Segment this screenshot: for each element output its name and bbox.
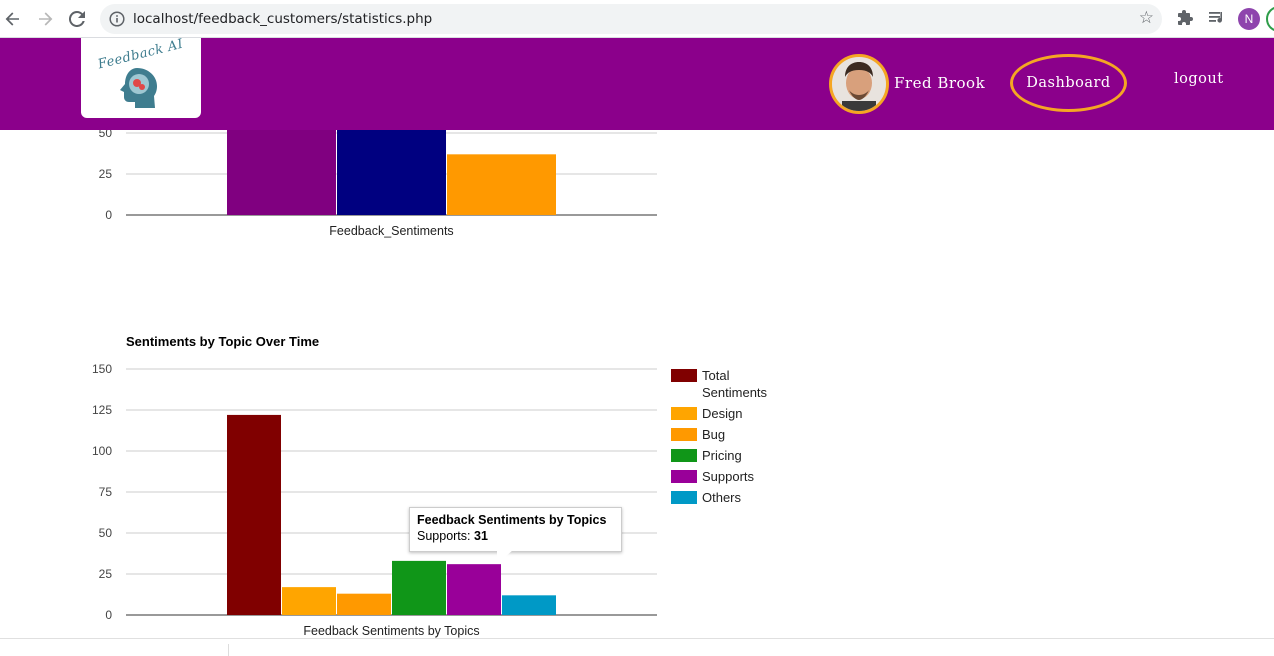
legend-label: Sentiments (702, 385, 768, 400)
back-arrow-icon[interactable] (1, 7, 25, 31)
bar (337, 593, 391, 615)
bar (447, 154, 556, 215)
legend-label: Total (702, 368, 730, 383)
legend-swatch (671, 470, 697, 483)
x-axis-label: Feedback Sentiments by Topics (303, 624, 479, 638)
legend-swatch (671, 369, 697, 382)
y-tick-label: 125 (92, 403, 112, 417)
bar (447, 564, 501, 615)
chart-title: Sentiments by Topic Over Time (126, 334, 319, 349)
bar (282, 587, 336, 615)
x-axis-label: Feedback_Sentiments (329, 224, 453, 238)
info-icon[interactable] (109, 11, 125, 27)
tooltip-body: Supports: 31 (417, 529, 614, 543)
logo[interactable]: Feedback AI (81, 37, 201, 118)
user-photo-icon (832, 57, 886, 111)
bar (227, 120, 336, 215)
y-tick-label: 25 (99, 567, 113, 581)
bottom-divider (228, 644, 229, 656)
y-tick-label: 0 (105, 208, 112, 222)
tooltip-pointer (497, 550, 513, 564)
y-tick-label: 150 (92, 362, 112, 376)
forward-arrow-icon[interactable] (33, 7, 57, 31)
y-tick-label: 0 (105, 608, 112, 622)
bookmark-star-icon[interactable]: ☆ (1138, 8, 1154, 27)
legend-swatch (671, 407, 697, 420)
legend-swatch (671, 449, 697, 462)
legend-label: Pricing (702, 448, 742, 463)
bar (227, 414, 281, 615)
legend-swatch (671, 428, 697, 441)
bar (392, 560, 446, 615)
legend-swatch (671, 491, 697, 504)
bottom-bar (0, 638, 1274, 656)
tooltip-label: Supports: (417, 529, 471, 543)
user-name[interactable]: Fred Brook (894, 74, 986, 92)
y-tick-label: 75 (99, 485, 113, 499)
y-tick-label: 25 (99, 167, 113, 181)
bar (502, 595, 556, 615)
tooltip-value: 31 (474, 529, 488, 543)
extensions-puzzle-icon[interactable] (1176, 8, 1196, 28)
bar (337, 120, 446, 215)
tooltip-title: Feedback Sentiments by Topics (417, 513, 607, 527)
legend-label: Bug (702, 427, 725, 442)
brain-head-icon (120, 68, 157, 108)
browser-toolbar: localhost/feedback_customers/statistics.… (0, 0, 1274, 38)
dashboard-link[interactable]: Dashboard (1010, 54, 1127, 112)
url-text: localhost/feedback_customers/statistics.… (133, 11, 433, 27)
legend-label: Supports (702, 469, 755, 484)
user-avatar[interactable] (829, 54, 889, 114)
y-tick-label: 100 (92, 444, 112, 458)
logout-link[interactable]: logout (1174, 71, 1224, 87)
address-bar[interactable]: localhost/feedback_customers/statistics.… (100, 4, 1162, 34)
y-tick-label: 50 (99, 526, 113, 540)
site-header: Feedback AI Fred Brook Dashboard logout (0, 37, 1274, 130)
chart-tooltip: Feedback Sentiments by Topics Supports: … (409, 507, 622, 552)
profile-avatar[interactable]: N (1238, 8, 1260, 30)
media-queue-icon[interactable] (1207, 8, 1227, 28)
legend-label: Others (702, 490, 742, 505)
legend-label: Design (702, 406, 742, 421)
